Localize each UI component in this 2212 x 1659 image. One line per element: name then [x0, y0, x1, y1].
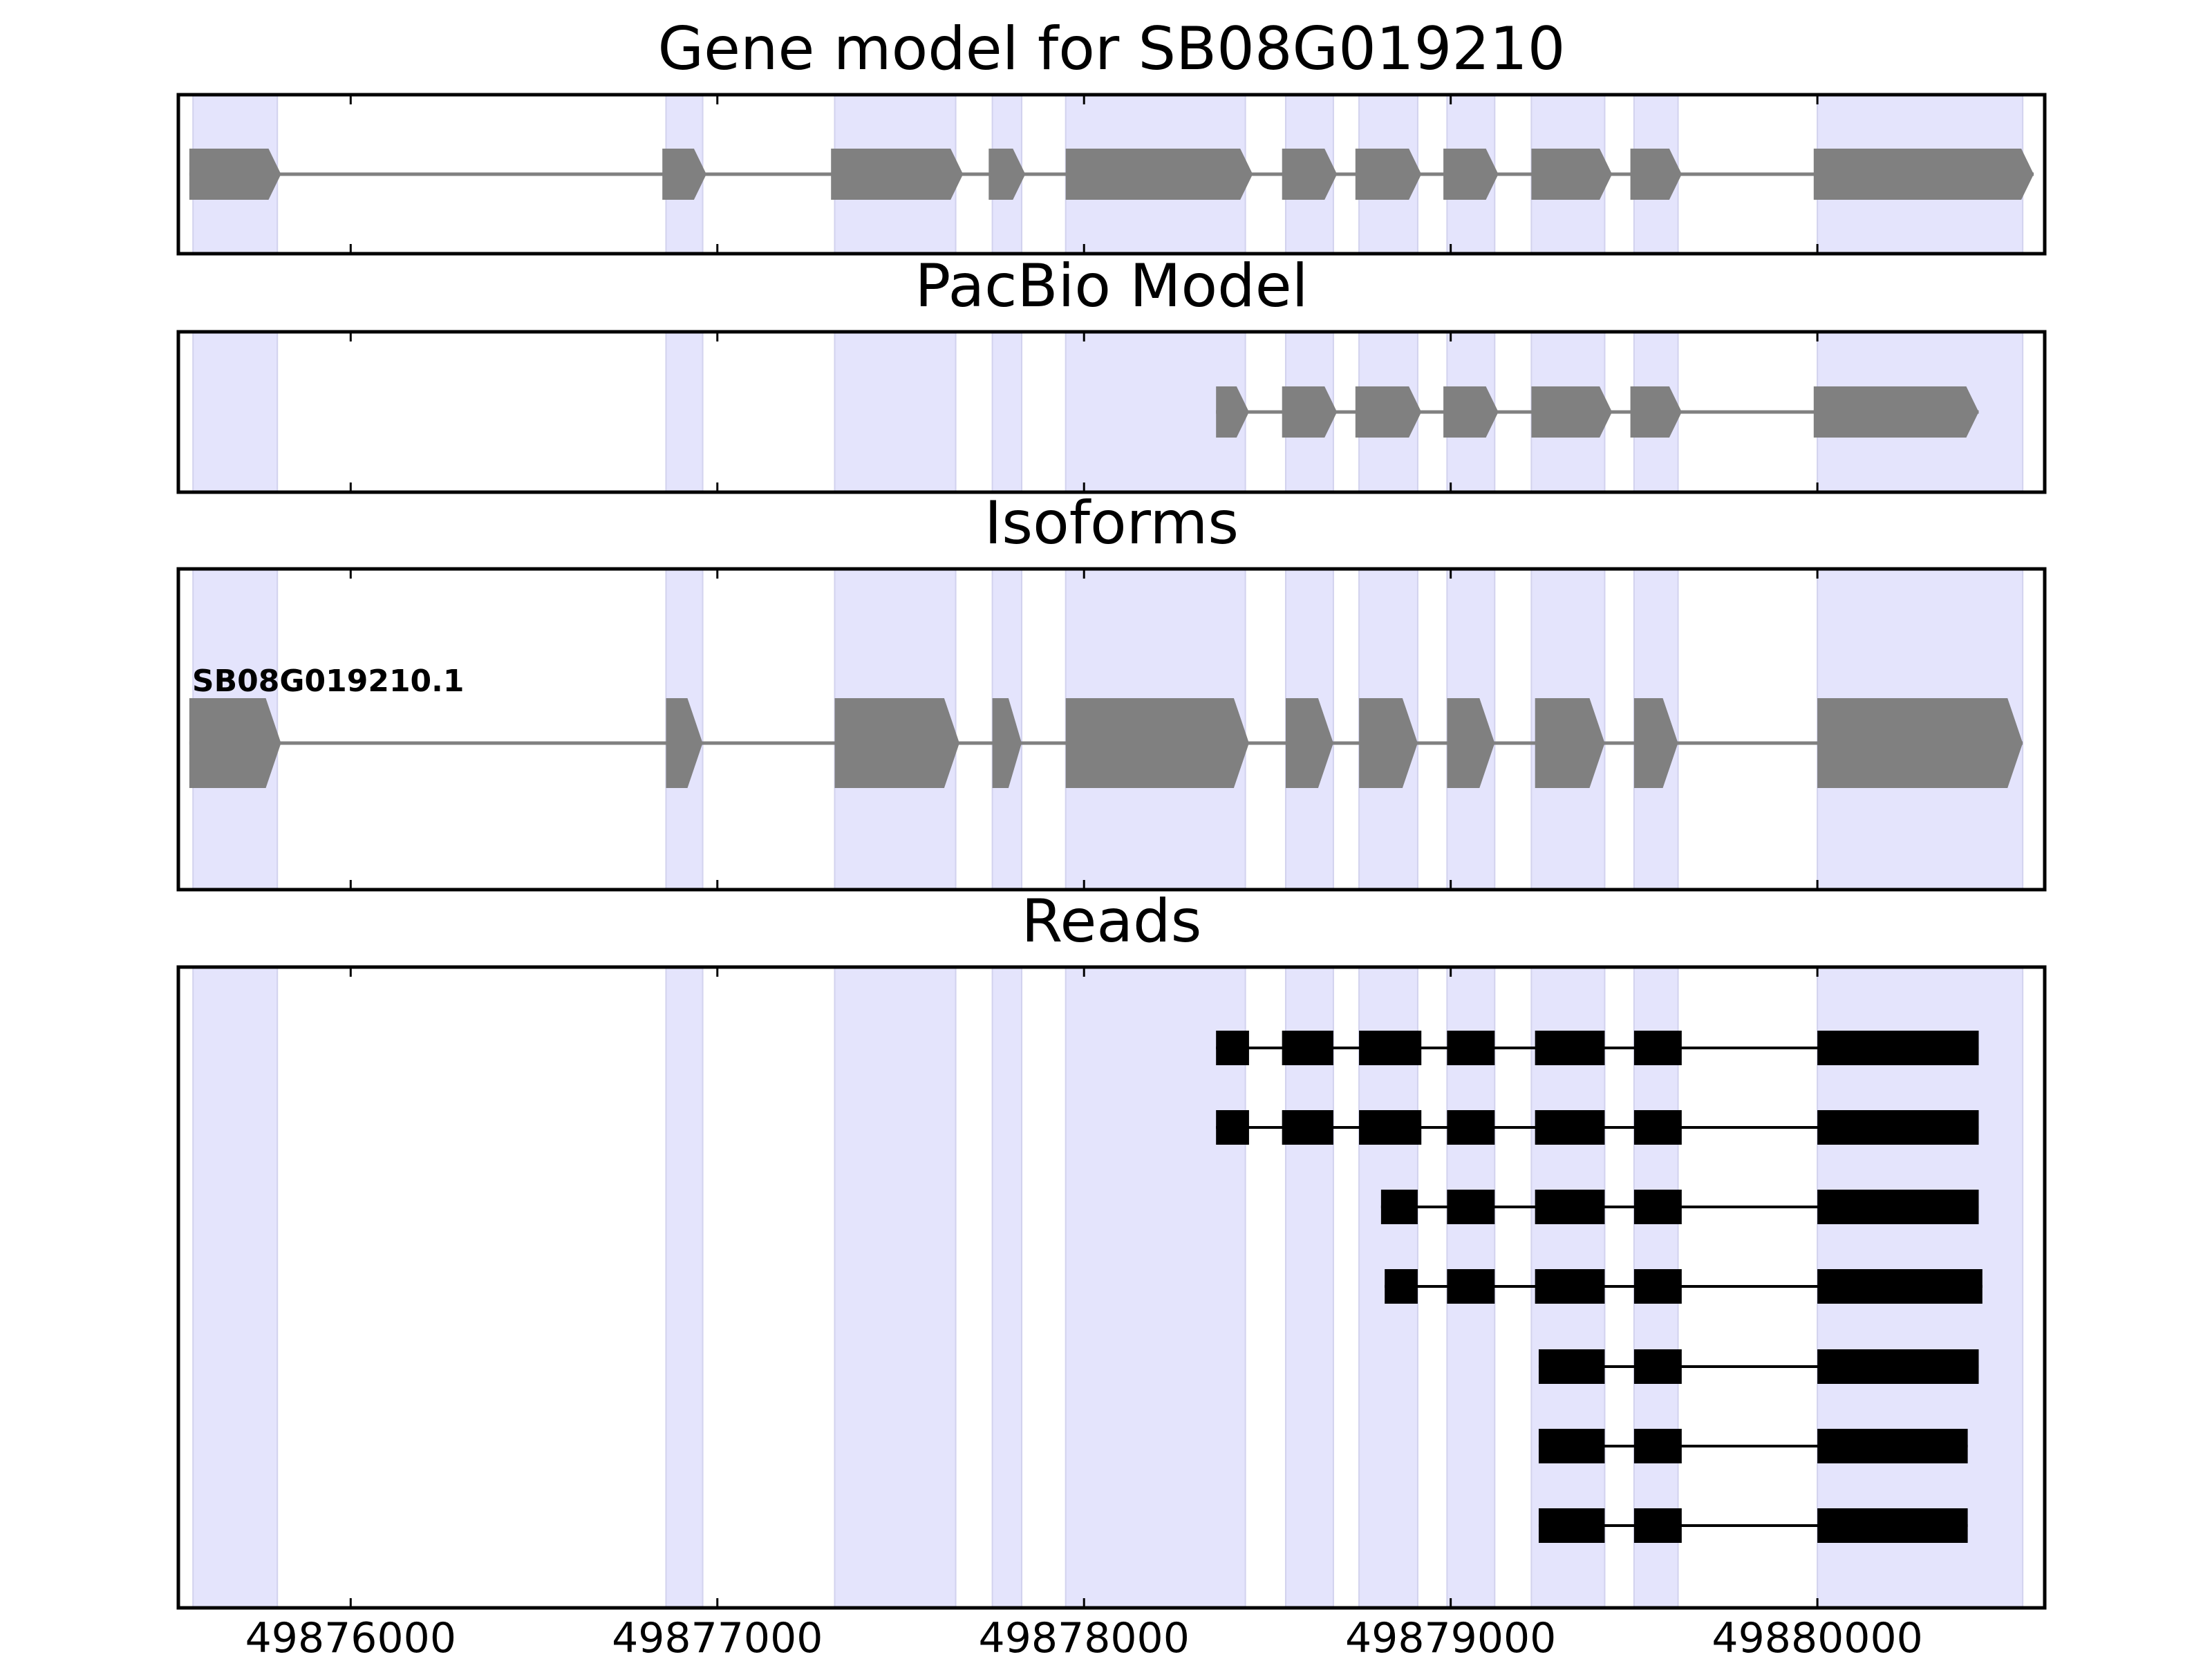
read-block — [1447, 1269, 1495, 1304]
read-block — [1216, 1110, 1249, 1145]
exon-arrow — [1355, 149, 1422, 200]
exon-highlight-region — [991, 966, 1023, 1609]
read-block — [1633, 1508, 1682, 1543]
exon-arrow — [1443, 386, 1499, 438]
exon-arrow — [1282, 386, 1338, 438]
read-block — [1447, 1110, 1495, 1145]
isoform-label: SB08G019210.1 — [192, 664, 465, 699]
read-block — [1633, 1031, 1682, 1065]
read-block — [1535, 1269, 1605, 1304]
panel-frame — [176, 567, 2047, 892]
exon-arrow — [1531, 149, 1613, 200]
x-tick-label: 49878000 — [979, 1614, 1190, 1659]
panel-4: Reads — [176, 887, 2047, 1610]
exon-arrow — [1355, 386, 1422, 438]
read-block — [1538, 1508, 1605, 1543]
exon-highlight-region — [665, 966, 704, 1609]
read-block — [1817, 1269, 1983, 1304]
read-4 — [1385, 1269, 1983, 1304]
panel-frame — [176, 330, 2047, 494]
panel-title: Gene model for SB08G019210 — [658, 15, 1566, 84]
exon-arrow — [189, 149, 281, 200]
read-block — [1535, 1190, 1605, 1224]
exon-arrow — [1282, 149, 1338, 200]
read-block — [1633, 1110, 1682, 1145]
read-block — [1817, 1110, 1979, 1145]
exon-arrow — [1817, 698, 2023, 788]
read-block — [1633, 1349, 1682, 1384]
exon-highlight-region — [192, 966, 279, 1609]
read-block — [1447, 1031, 1495, 1065]
read-block — [1359, 1031, 1422, 1065]
read-block — [1817, 1429, 1968, 1463]
panel-3: Isoforms SB08G019210.1 — [176, 489, 2047, 892]
read-6 — [1538, 1429, 1968, 1463]
exon-arrow — [1531, 386, 1613, 438]
panel-title: Reads — [1022, 887, 1202, 956]
read-block — [1817, 1190, 1979, 1224]
panel-frame — [176, 93, 2047, 256]
exon-arrow — [189, 698, 281, 788]
read-block — [1817, 1349, 1979, 1384]
exon-highlight-region — [834, 331, 957, 493]
read-3 — [1380, 1190, 1979, 1224]
read-block — [1633, 1190, 1682, 1224]
panel-1: Gene model for SB08G019210 — [176, 15, 2047, 256]
panel-title: Isoforms — [984, 489, 1239, 558]
exon-arrow — [1065, 698, 1249, 788]
exon-arrow — [831, 149, 964, 200]
read-2 — [1216, 1110, 1979, 1145]
read-block — [1282, 1110, 1333, 1145]
x-tick-label: 49880000 — [1712, 1614, 1922, 1659]
read-block — [1385, 1269, 1418, 1304]
x-tick-label: 49879000 — [1345, 1614, 1556, 1659]
exon-arrow — [666, 698, 703, 788]
x-tick-label: 49877000 — [612, 1614, 823, 1659]
exon-arrow — [992, 698, 1022, 788]
read-block — [1633, 1429, 1682, 1463]
read-5 — [1538, 1349, 1979, 1384]
exon-highlight-region — [991, 331, 1023, 493]
exon-arrow — [1813, 149, 2034, 200]
read-7 — [1538, 1508, 1968, 1543]
exon-highlight-region — [665, 331, 704, 493]
exon-arrow — [1630, 386, 1682, 438]
read-block — [1535, 1110, 1605, 1145]
exon-highlight-region — [192, 331, 279, 493]
read-block — [1538, 1349, 1605, 1384]
read-block — [1535, 1031, 1605, 1065]
read-block — [1538, 1429, 1605, 1463]
exon-arrow — [1065, 149, 1253, 200]
read-block — [1359, 1110, 1422, 1145]
x-tick-label: 49876000 — [245, 1614, 456, 1659]
panel-2: PacBio Model — [176, 252, 2047, 494]
read-block — [1282, 1031, 1333, 1065]
exon-arrow — [1813, 386, 1979, 438]
read-1 — [1216, 1031, 1979, 1065]
read-block — [1447, 1190, 1495, 1224]
exon-highlight-region — [834, 966, 957, 1609]
exon-arrow — [988, 149, 1026, 200]
exon-arrow — [1216, 386, 1249, 438]
read-block — [1633, 1269, 1682, 1304]
read-block — [1817, 1508, 1968, 1543]
exon-arrow — [1633, 698, 1678, 788]
exon-arrow — [834, 698, 959, 788]
exon-arrow — [1447, 698, 1495, 788]
panel-frame — [176, 965, 2047, 1610]
exon-highlight-region — [1065, 331, 1246, 493]
exon-arrow — [1630, 149, 1682, 200]
read-block — [1216, 1031, 1249, 1065]
exon-arrow — [662, 149, 706, 200]
exon-arrow — [1443, 149, 1499, 200]
read-block — [1817, 1031, 1979, 1065]
exon-arrow — [1535, 698, 1605, 788]
panel-title: PacBio Model — [915, 252, 1308, 321]
exon-arrow — [1359, 698, 1418, 788]
read-block — [1380, 1190, 1418, 1224]
exon-highlight-region — [1065, 966, 1246, 1609]
exon-arrow — [1286, 698, 1333, 788]
